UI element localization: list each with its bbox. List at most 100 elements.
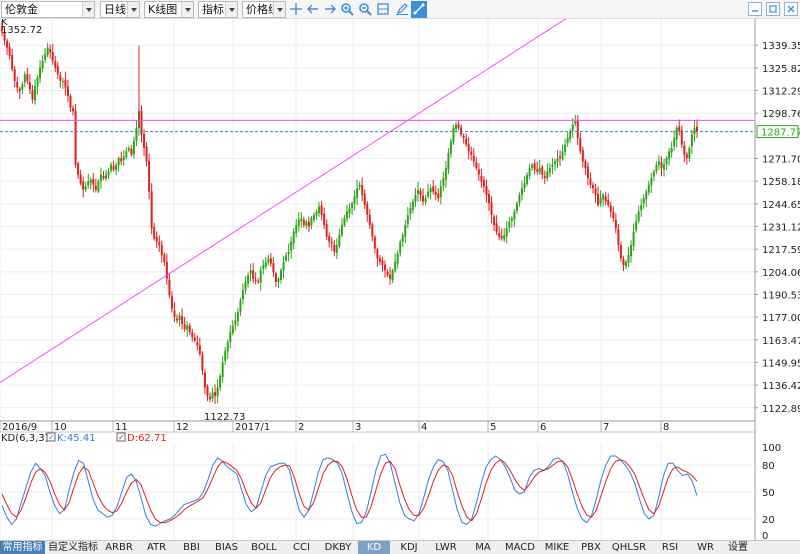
chart-area[interactable]: K 1352.72 1122.73 1339.351325.821312.291… [0, 19, 800, 540]
candle-body [361, 185, 364, 195]
tab-dkby[interactable]: DKBY [324, 542, 352, 553]
tab-lwr[interactable]: LWR [435, 542, 457, 553]
price-panel[interactable]: K 1352.72 1122.73 [0, 19, 755, 423]
trend-line[interactable] [0, 19, 755, 383]
chart-type-select[interactable]: K线图 [144, 1, 194, 18]
kd-panel[interactable]: 100 80 50 20 0 KD(6,3,3) ✓ K:45.41 ✓ D:62.71 [0, 432, 781, 540]
candle-body [330, 242, 333, 244]
price-line-select[interactable]: 价格线 [242, 1, 286, 18]
candle-body [419, 190, 422, 195]
candle-body [366, 203, 369, 215]
candle-body [18, 88, 21, 92]
arrow-right-icon[interactable] [322, 1, 338, 18]
tab-mike[interactable]: MIKE [544, 542, 570, 553]
candle-body [36, 77, 39, 87]
kd-d-checkbox[interactable] [116, 432, 126, 442]
candle-body [110, 164, 113, 171]
y-tick-label: 1339.35 [762, 41, 800, 52]
candle-body [343, 218, 346, 226]
candle-body [44, 54, 47, 61]
tab-kdj[interactable]: KDJ [400, 542, 418, 553]
fit-screen-icon[interactable] [375, 1, 391, 18]
candle-body [307, 221, 310, 227]
candle-body [526, 174, 529, 184]
candle-body [647, 184, 650, 193]
maximize-button[interactable] [766, 2, 780, 16]
tab-wr[interactable]: WR [697, 542, 714, 553]
tab-ma[interactable]: MA [475, 542, 491, 553]
tab-pbx[interactable]: PBX [581, 542, 601, 553]
candle-body [373, 237, 376, 249]
tab-kd[interactable]: KD [358, 541, 390, 554]
candle-body [31, 90, 34, 100]
candle-body [427, 191, 430, 197]
candle-body [297, 220, 300, 226]
candle-body [538, 168, 541, 173]
candle-body [61, 80, 64, 83]
candle-body [358, 184, 361, 187]
indicator-select[interactable]: 指标 [198, 1, 238, 18]
kd-y-tick-label: 50 [762, 488, 775, 499]
candle-body [224, 350, 227, 361]
tab-macd[interactable]: MACD [505, 542, 535, 553]
candle-body [267, 258, 270, 262]
kd-k-checkbox[interactable] [46, 432, 56, 442]
tab-common-indicators[interactable]: 常用指标 [0, 541, 45, 554]
x-tick-label: 7 [603, 422, 609, 433]
candle-body [188, 325, 191, 333]
candle-body [551, 164, 554, 168]
candle-body [41, 60, 44, 69]
product-select-value: 伦敦金 [5, 3, 38, 16]
product-select[interactable]: 伦敦金 [1, 1, 95, 18]
tab-custom-indicators[interactable]: 自定义指标 [48, 542, 98, 553]
candle-body [602, 194, 605, 200]
close-button[interactable] [784, 2, 798, 16]
zoom-out-icon[interactable] [357, 1, 373, 18]
candle-body [3, 32, 6, 41]
corner-label: K [1, 19, 8, 28]
candle-body [645, 191, 648, 200]
crosshair-icon[interactable] [288, 1, 304, 18]
tab-bias[interactable]: BIAS [215, 542, 238, 553]
candle-body [259, 270, 262, 283]
period-select[interactable]: 日线 [100, 1, 140, 18]
candle-body [46, 47, 49, 56]
tab-bbi[interactable]: BBI [183, 542, 200, 553]
zoom-in-icon[interactable] [339, 1, 355, 18]
tab-atr[interactable]: ATR [146, 542, 167, 553]
candle-body [449, 141, 452, 154]
candle-body [528, 168, 531, 176]
candle-body [239, 300, 242, 312]
candle-body [28, 82, 31, 90]
candle-body [163, 254, 166, 262]
candle-body [145, 146, 148, 162]
check-icon: ✓ [118, 433, 125, 442]
arrow-left-icon[interactable] [305, 1, 321, 18]
price-axis: 1339.35 1325.82 1312.29 1298.76 1271.70 1258.… [754, 19, 800, 432]
candle-body [310, 218, 313, 226]
tab-qhlsr[interactable]: QHLSR [611, 542, 647, 553]
chevron-down-icon [273, 2, 285, 17]
tab-rsi[interactable]: RSI [661, 542, 679, 553]
draw-line-icon[interactable] [411, 1, 427, 18]
candle-body [290, 241, 293, 251]
tab-cci[interactable]: CCI [293, 542, 310, 553]
y-tick-label: 1204.06 [762, 268, 800, 279]
candle-body [693, 127, 696, 135]
minimize-button[interactable] [748, 2, 762, 16]
candle-body [624, 261, 627, 267]
tab-settings[interactable]: 设置 [728, 542, 748, 553]
candle-body [586, 166, 589, 179]
candle-body [592, 185, 595, 189]
candle-body [452, 127, 455, 143]
tab-boll[interactable]: BOLL [251, 542, 277, 553]
candle-body [66, 86, 69, 97]
candle-body [696, 126, 698, 132]
x-tick-label: 11 [115, 422, 128, 433]
candle-body [467, 144, 470, 152]
tab-arbr[interactable]: ARBR [105, 542, 133, 553]
candle-body [386, 271, 389, 276]
candle-body [84, 186, 87, 190]
candle-body [574, 121, 577, 124]
pencil-icon[interactable] [394, 1, 410, 18]
